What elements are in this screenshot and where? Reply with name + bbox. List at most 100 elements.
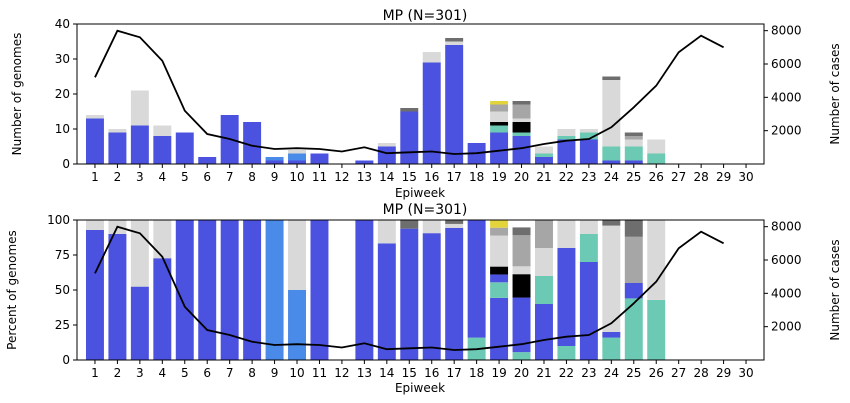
top-bar-week-25-series-6 — [624, 132, 643, 136]
top-bar-week-13-series-0 — [355, 160, 374, 164]
bottom-y-tick-label: 100 — [47, 213, 70, 227]
top-bar-week-20-series-3 — [512, 122, 531, 133]
bottom-bar-week-2-series-0 — [108, 234, 127, 360]
top-x-tick-label: 2 — [114, 170, 122, 184]
bottom-x-tick-label: 28 — [693, 366, 708, 380]
bottom-x-tick-label: 17 — [447, 366, 462, 380]
top-bar-week-24-series-4 — [602, 80, 621, 147]
top-bar-week-10-series-4 — [288, 150, 306, 154]
bottom-panel: MP (N=301) Percent of genomes Number of … — [5, 202, 842, 395]
top-y2-tick-label: 4000 — [771, 90, 802, 104]
top-x-tick-label: 20 — [514, 170, 529, 184]
bottom-bar-week-14-series-0 — [377, 243, 396, 360]
bottom-bar-week-1-series-5 — [85, 220, 104, 230]
bottom-x-tick-label: 11 — [312, 366, 327, 380]
bottom-y-tick-label: 75 — [55, 248, 70, 262]
top-bar-week-24-series-0 — [602, 160, 621, 164]
bottom-bar-week-3-series-0 — [130, 286, 149, 360]
top-chart-title: MP (N=301) — [383, 8, 468, 24]
bottom-bar-week-7-series-0 — [220, 220, 239, 360]
top-x-tick-label: 22 — [559, 170, 574, 184]
bottom-bar-week-19-series-4 — [490, 266, 509, 275]
top-bar-week-23-series-4 — [579, 129, 598, 133]
top-x-tick-label: 29 — [716, 170, 731, 184]
bottom-x-tick-label: 15 — [402, 366, 417, 380]
bottom-bar-week-21-series-0 — [535, 304, 553, 360]
bottom-bar-week-25-series-2 — [624, 298, 643, 360]
bottom-x-tick-label: 7 — [226, 366, 234, 380]
bottom-x-tick-label: 4 — [158, 366, 166, 380]
bottom-bar-week-19-series-0 — [490, 297, 509, 360]
top-bar-week-4-series-0 — [153, 136, 172, 164]
bottom-bar-week-20-series-3 — [512, 297, 531, 353]
bottom-bar-week-13-series-0 — [355, 220, 374, 360]
bottom-y-tick-label: 25 — [55, 318, 70, 332]
bottom-bar-week-14-series-5 — [377, 220, 396, 244]
bottom-chart-title: MP (N=301) — [383, 202, 468, 218]
bottom-x-tick-label: 23 — [581, 366, 596, 380]
top-cases-line — [94, 29, 725, 155]
bottom-x-tick-label: 24 — [604, 366, 619, 380]
top-bar-week-20-series-4 — [512, 118, 531, 122]
top-y-axis-label: Number of genomes — [10, 33, 24, 156]
top-bar-week-1-series-0 — [85, 118, 104, 164]
top-bar-week-25-series-0 — [624, 160, 643, 164]
bottom-bar-week-11-series-0 — [310, 220, 329, 360]
bottom-x-tick-label: 26 — [649, 366, 664, 380]
bottom-x-tick-label: 5 — [181, 366, 189, 380]
bottom-y-tick-label: 0 — [62, 353, 70, 367]
top-bar-week-17-series-6 — [445, 38, 464, 42]
top-panel: MP (N=301) Number of genomes Number of c… — [10, 8, 842, 200]
top-bar-week-26-series-2 — [647, 153, 666, 164]
top-y2-tick-label: 8000 — [771, 24, 802, 38]
top-bar-week-1-series-4 — [85, 115, 104, 119]
bottom-bar-week-21-series-2 — [535, 276, 553, 304]
bottom-bar-week-26-series-5 — [647, 220, 666, 300]
top-bar-week-19-series-7 — [490, 101, 509, 105]
top-bar-week-19-series-2 — [490, 125, 509, 133]
bottom-bar-week-17-series-0 — [445, 227, 464, 360]
top-x-tick-label: 18 — [469, 170, 484, 184]
bottom-bar-week-19-series-3 — [490, 274, 509, 283]
top-bar-week-2-series-0 — [108, 132, 127, 164]
bottom-x-tick-label: 29 — [716, 366, 731, 380]
top-bar-week-20-series-0 — [512, 136, 531, 164]
top-bar-week-20-series-5 — [512, 104, 531, 119]
bottom-bar-week-25-series-7 — [624, 220, 643, 237]
bottom-bar-week-5-series-0 — [175, 220, 194, 360]
bottom-x-tick-label: 18 — [469, 366, 484, 380]
top-bar-week-15-series-0 — [400, 111, 419, 164]
top-x-tick-label: 13 — [357, 170, 372, 184]
top-bar-week-14-series-0 — [377, 146, 396, 164]
bottom-bar-week-22-series-5 — [557, 220, 576, 248]
bottom-y-tick-label: 50 — [55, 283, 70, 297]
top-x-tick-label: 16 — [424, 170, 439, 184]
bottom-x-tick-label: 1 — [91, 366, 99, 380]
top-x-tick-label: 28 — [693, 170, 708, 184]
bottom-x-tick-label: 10 — [289, 366, 304, 380]
bottom-bar-week-25-series-3 — [624, 283, 643, 299]
top-y-tick-label: 30 — [55, 52, 70, 66]
bottom-bar-week-20-series-4 — [512, 274, 531, 298]
bottom-bar-week-17-series-5 — [445, 223, 464, 228]
top-bar-week-15-series-6 — [400, 108, 419, 112]
top-bar-week-9-series-1 — [265, 157, 284, 161]
top-x-tick-label: 21 — [536, 170, 551, 184]
bottom-x-tick-label: 25 — [626, 366, 641, 380]
bottom-bar-week-17-series-7 — [445, 220, 464, 224]
bottom-bar-week-19-series-5 — [490, 235, 509, 267]
top-bar-week-25-series-5 — [624, 136, 643, 140]
top-bar-week-24-series-6 — [602, 76, 621, 80]
bottom-bar-week-3-series-5 — [130, 220, 149, 287]
top-bar-week-17-series-0 — [445, 45, 464, 164]
top-y-tick-label: 20 — [55, 87, 70, 101]
top-x-tick-label: 11 — [312, 170, 327, 184]
top-x-tick-label: 9 — [271, 170, 279, 184]
bottom-bar-week-26-series-2 — [647, 299, 666, 360]
top-bar-week-3-series-4 — [130, 90, 149, 126]
top-y-tick-label: 0 — [62, 157, 70, 171]
bottom-bar-week-23-series-5 — [579, 220, 598, 234]
top-bar-week-11-series-0 — [310, 153, 329, 164]
